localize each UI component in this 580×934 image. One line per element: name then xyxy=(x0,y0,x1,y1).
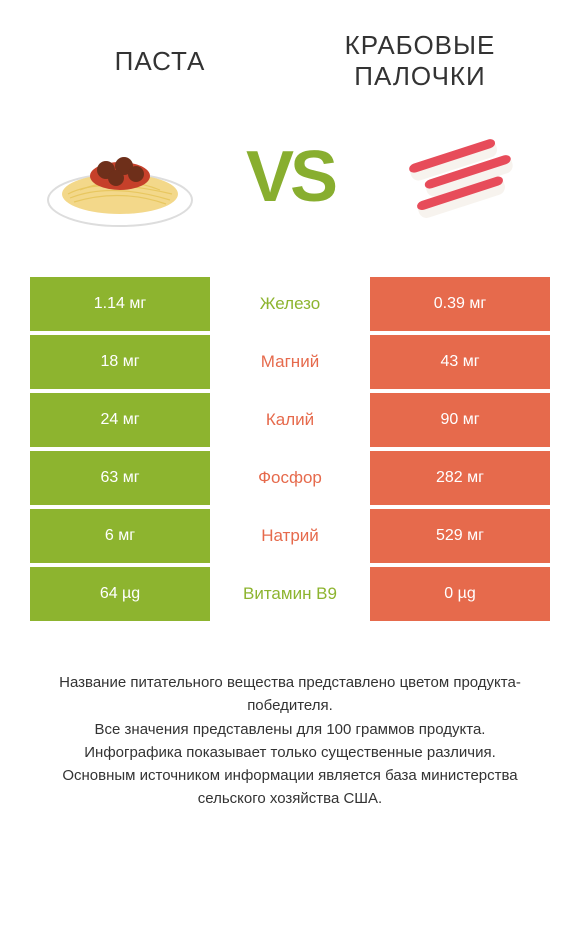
nutrient-label: Магний xyxy=(210,335,370,389)
left-product-title: ПАСТА xyxy=(30,46,290,77)
nutrient-label: Железо xyxy=(210,277,370,331)
table-row: 1.14 мг Железо 0.39 мг xyxy=(30,277,550,331)
table-row: 18 мг Магний 43 мг xyxy=(30,335,550,389)
pasta-image xyxy=(40,122,200,232)
infographic-container: ПАСТА КРАБОВЫЕ ПАЛОЧКИ VS xyxy=(0,0,580,831)
left-value: 6 мг xyxy=(30,509,210,563)
right-value: 0.39 мг xyxy=(370,277,550,331)
right-value: 90 мг xyxy=(370,393,550,447)
left-value: 1.14 мг xyxy=(30,277,210,331)
comparison-table: 1.14 мг Железо 0.39 мг 18 мг Магний 43 м… xyxy=(30,277,550,621)
footnote-line: Все значения представлены для 100 граммо… xyxy=(35,718,545,741)
footnote-line: Название питательного вещества представл… xyxy=(35,671,545,718)
nutrient-label: Фосфор xyxy=(210,451,370,505)
left-value: 24 мг xyxy=(30,393,210,447)
table-row: 63 мг Фосфор 282 мг xyxy=(30,451,550,505)
table-row: 24 мг Калий 90 мг xyxy=(30,393,550,447)
footnote-line: Инфографика показывает только существенн… xyxy=(35,741,545,764)
header-row: ПАСТА КРАБОВЫЕ ПАЛОЧКИ xyxy=(30,30,550,92)
right-value: 282 мг xyxy=(370,451,550,505)
nutrient-label: Калий xyxy=(210,393,370,447)
left-value: 18 мг xyxy=(30,335,210,389)
footnote-line: Основным источником информации является … xyxy=(35,764,545,811)
table-row: 6 мг Натрий 529 мг xyxy=(30,509,550,563)
right-value: 0 µg xyxy=(370,567,550,621)
right-value: 43 мг xyxy=(370,335,550,389)
footnote: Название питательного вещества представл… xyxy=(30,671,550,811)
right-value: 529 мг xyxy=(370,509,550,563)
right-product-title: КРАБОВЫЕ ПАЛОЧКИ xyxy=(290,30,550,92)
table-row: 64 µg Витамин B9 0 µg xyxy=(30,567,550,621)
left-value: 63 мг xyxy=(30,451,210,505)
left-value: 64 µg xyxy=(30,567,210,621)
crab-sticks-image xyxy=(380,122,540,232)
images-row: VS xyxy=(30,122,550,232)
vs-label: VS xyxy=(246,136,334,218)
nutrient-label: Натрий xyxy=(210,509,370,563)
nutrient-label: Витамин B9 xyxy=(210,567,370,621)
